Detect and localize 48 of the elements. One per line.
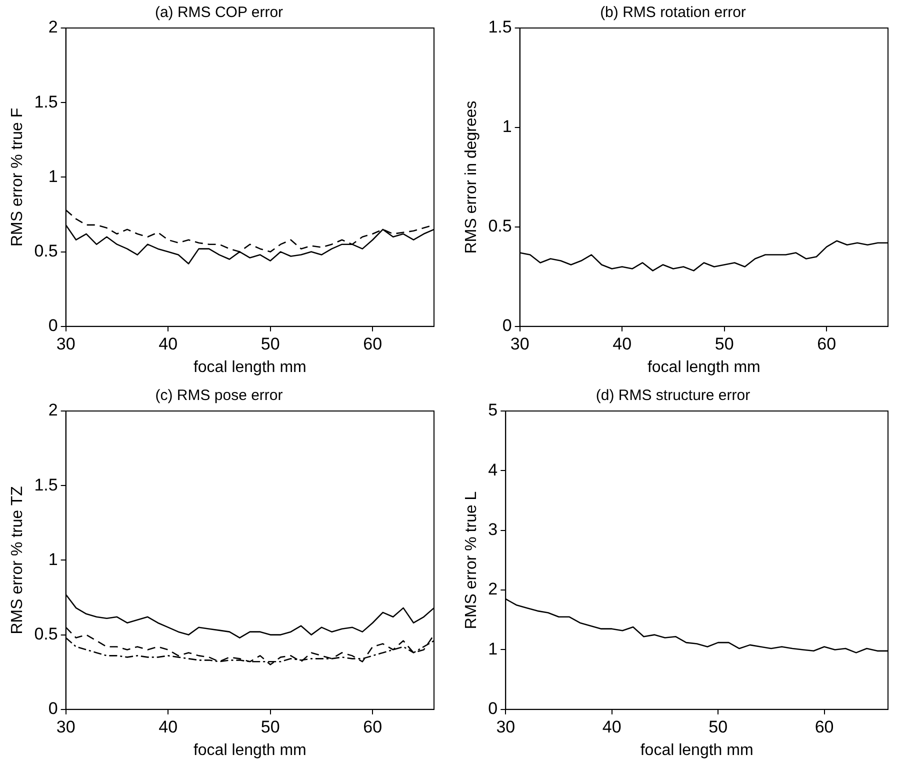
y-tick-label: 1.5	[34, 92, 58, 112]
x-tick-label: 30	[56, 334, 76, 354]
x-tick-label: 40	[158, 717, 178, 736]
x-tick-label: 30	[496, 717, 516, 736]
x-tick-label: 40	[602, 717, 622, 736]
x-tick-label: 30	[56, 717, 76, 736]
y-tick-label: 1.5	[488, 18, 512, 37]
x-tick-label: 40	[158, 334, 178, 354]
x-tick-label: 60	[814, 717, 834, 736]
chart-title: (a) RMS COP error	[154, 4, 284, 22]
y-axis-title: RMS error % true L	[463, 491, 480, 630]
y-tick-label: 0	[502, 316, 512, 336]
y-tick-label: 3	[488, 520, 498, 540]
x-tick-label: 50	[708, 717, 728, 736]
x-tick-label: 50	[260, 717, 280, 736]
y-tick-label: 5	[488, 400, 498, 420]
y-tick-label: 2	[488, 580, 498, 599]
y-tick-label: 0.5	[488, 216, 512, 236]
x-axis-title: focal length mm	[640, 742, 754, 759]
x-tick-label: 60	[363, 717, 382, 736]
y-tick-label: 4	[488, 460, 498, 480]
x-axis-title: focal length mm	[647, 358, 760, 376]
y-tick-label: 0	[488, 699, 498, 718]
chart-title: (d) RMS structure error	[596, 387, 750, 404]
x-axis-title: focal length mm	[193, 742, 306, 759]
y-tick-label: 1.5	[34, 475, 58, 494]
chart-title: (c) RMS pose error	[155, 387, 283, 404]
x-tick-label: 30	[510, 334, 530, 354]
y-tick-label: 0.5	[34, 241, 58, 260]
y-tick-label: 1	[48, 550, 58, 569]
y-axis-title: RMS error % true TZ	[9, 486, 26, 634]
y-tick-label: 1	[48, 166, 58, 186]
y-tick-label: 1	[502, 117, 512, 136]
y-axis-title: RMS error in degrees	[463, 100, 480, 254]
x-tick-label: 50	[714, 334, 734, 354]
x-tick-label: 60	[363, 334, 382, 354]
y-tick-label: 0.5	[34, 624, 58, 644]
y-tick-label: 0	[48, 699, 58, 718]
x-axis-title: focal length mm	[193, 358, 306, 376]
y-tick-label: 2	[48, 400, 58, 420]
x-tick-label: 60	[817, 334, 836, 354]
y-tick-label: 0	[48, 316, 58, 336]
chart-title: (b) RMS rotation error	[600, 4, 746, 22]
y-tick-label: 2	[48, 18, 58, 37]
y-axis-title: RMS error % true F	[9, 108, 26, 247]
y-tick-label: 1	[488, 639, 498, 658]
x-tick-label: 40	[612, 334, 632, 354]
x-tick-label: 50	[260, 334, 280, 354]
